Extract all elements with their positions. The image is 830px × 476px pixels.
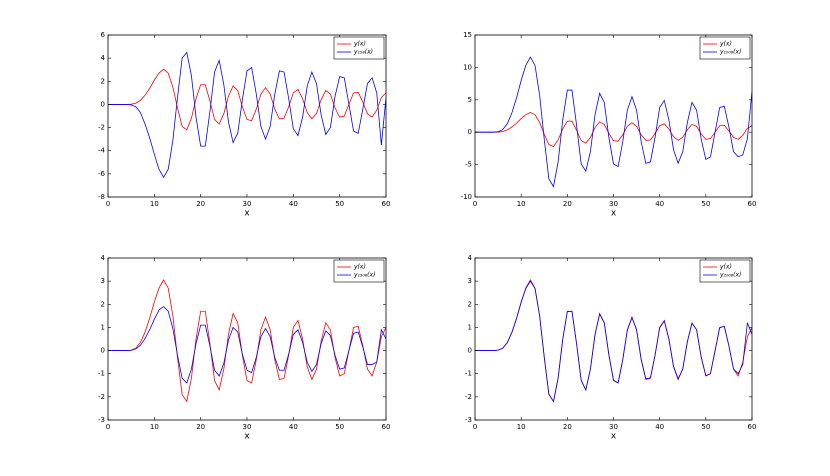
legend-label: y(x) [719,264,732,271]
data-line [475,111,752,147]
x-tick-label: 0 [473,423,477,431]
x-tick-label: 60 [748,200,757,208]
y-tick-label: -6 [98,170,106,178]
x-axis-label: x [611,432,617,442]
x-tick-label: 20 [196,423,205,431]
legend-box [699,259,751,283]
y-tick-label: -2 [98,393,105,401]
legend-box [333,36,385,60]
data-line [475,280,752,403]
x-tick-label: 50 [701,423,710,431]
y-tick-label: 2 [101,300,105,308]
plot-area [108,279,386,403]
data-line [475,56,752,188]
x-tick-label: 10 [517,423,526,431]
x-tick-label: 20 [563,200,572,208]
y-tick-label: 4 [101,254,106,262]
y-tick-label: 2 [101,77,105,85]
x-tick-label: 30 [243,423,252,431]
x-tick-label: 40 [289,200,298,208]
x-tick-label: 60 [382,423,391,431]
y-tick-label: -2 [98,124,105,132]
data-line [475,279,752,403]
y-tick-label: -10 [461,193,472,201]
y-tick-label: 0 [101,347,105,355]
legend-box [699,36,751,60]
x-tick-label: 0 [106,423,110,431]
x-tick-label: 10 [150,423,159,431]
plot-area [475,279,752,403]
x-tick-label: 40 [655,423,664,431]
x-axis-label: x [611,209,617,219]
y-tick-label: 3 [468,277,472,285]
x-tick-label: 50 [335,200,344,208]
plot-area [475,56,752,188]
y-tick-label: 1 [101,323,105,331]
legend-label: y₁₀₀₈(x) [719,49,741,56]
x-tick-label: 20 [563,423,572,431]
x-tick-label: 30 [243,200,252,208]
x-tick-label: 40 [289,423,298,431]
y-tick-label: 3 [101,277,105,285]
x-tick-label: 30 [609,423,618,431]
subplot: 0 10 20 30 40 50 60 -10 -5 0 5 10 15 x y(x)y₁₀₀₈(x) [461,31,757,219]
x-tick-label: 30 [609,200,618,208]
y-tick-label: 4 [468,254,473,262]
x-tick-label: 0 [473,200,477,208]
y-tick-label: 5 [468,96,472,104]
y-tick-label: -4 [98,147,106,155]
y-tick-label: -3 [98,416,105,424]
x-axis-label: x [244,209,250,219]
y-tick-label: 2 [468,300,472,308]
legend-label: y(x) [719,41,732,48]
data-line [108,51,386,179]
x-tick-label: 0 [106,200,110,208]
legend-label: y₁₅₈(x) [353,49,373,56]
legend-label: y₂₀₀₈(x) [719,272,741,279]
y-tick-label: -1 [465,370,472,378]
y-tick-label: -1 [98,370,105,378]
legend-label: y₁₅₀₈(x) [353,272,375,279]
y-tick-label: 1 [468,323,472,331]
y-tick-label: -8 [98,193,105,201]
y-tick-label: 0 [468,347,472,355]
data-line [108,279,386,403]
x-tick-label: 50 [335,423,344,431]
y-tick-label: -5 [465,161,472,169]
data-line [108,306,386,384]
plot-area [108,51,386,179]
subplot: 0 10 20 30 40 50 60 -3 -2 -1 0 1 2 3 4 x y(x)y₁₅₀₈(x) [98,254,390,442]
legend-label: y(x) [353,41,366,48]
y-tick-label: 0 [468,128,472,136]
x-tick-label: 10 [150,200,159,208]
x-tick-label: 20 [196,200,205,208]
x-tick-label: 40 [655,200,664,208]
y-tick-label: 6 [101,31,106,39]
subplot: 0 10 20 30 40 50 60 -8 -6 -4 -2 0 2 4 6 x y(x)y₁₅₈(x) [98,31,390,219]
x-axis-label: x [244,432,250,442]
legend-box [333,259,385,283]
y-tick-label: -3 [465,416,472,424]
y-tick-label: 4 [101,54,106,62]
x-tick-label: 60 [382,200,391,208]
y-tick-label: -2 [465,393,472,401]
legend-label: y(x) [353,264,366,271]
y-tick-label: 0 [101,100,105,108]
x-tick-label: 60 [748,423,757,431]
y-tick-label: 10 [463,63,472,71]
x-tick-label: 50 [701,200,710,208]
x-tick-label: 10 [517,200,526,208]
y-tick-label: 15 [463,31,472,39]
subplot: 0 10 20 30 40 50 60 -3 -2 -1 0 1 2 3 4 x y(x)y₂₀₀₈(x) [465,254,756,442]
data-line [108,68,386,131]
